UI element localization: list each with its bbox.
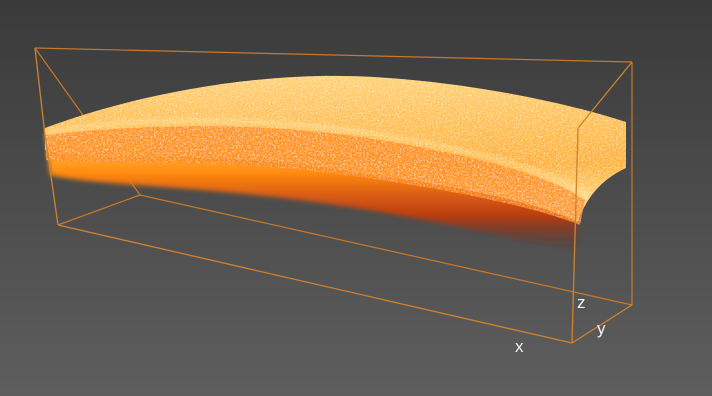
page: z y x (() => { const data = JSON.parse(d…: [0, 0, 712, 396]
axis-label-x: x: [515, 337, 524, 356]
volume-render-view: z y x: [0, 0, 712, 396]
axis-label-y: y: [597, 319, 606, 338]
axis-label-z: z: [577, 293, 586, 312]
